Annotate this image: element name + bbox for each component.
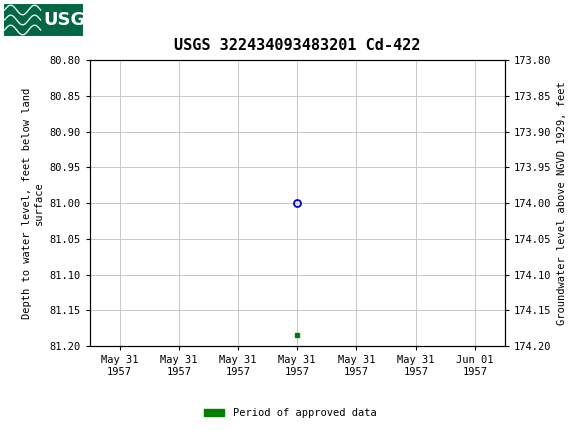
Y-axis label: Depth to water level, feet below land
surface: Depth to water level, feet below land su… — [23, 88, 44, 319]
FancyBboxPatch shape — [3, 3, 84, 37]
Text: USGS: USGS — [44, 11, 99, 29]
Legend: Period of approved data: Period of approved data — [200, 404, 380, 423]
Title: USGS 322434093483201 Cd-422: USGS 322434093483201 Cd-422 — [174, 38, 420, 53]
Y-axis label: Groundwater level above NGVD 1929, feet: Groundwater level above NGVD 1929, feet — [557, 81, 567, 325]
